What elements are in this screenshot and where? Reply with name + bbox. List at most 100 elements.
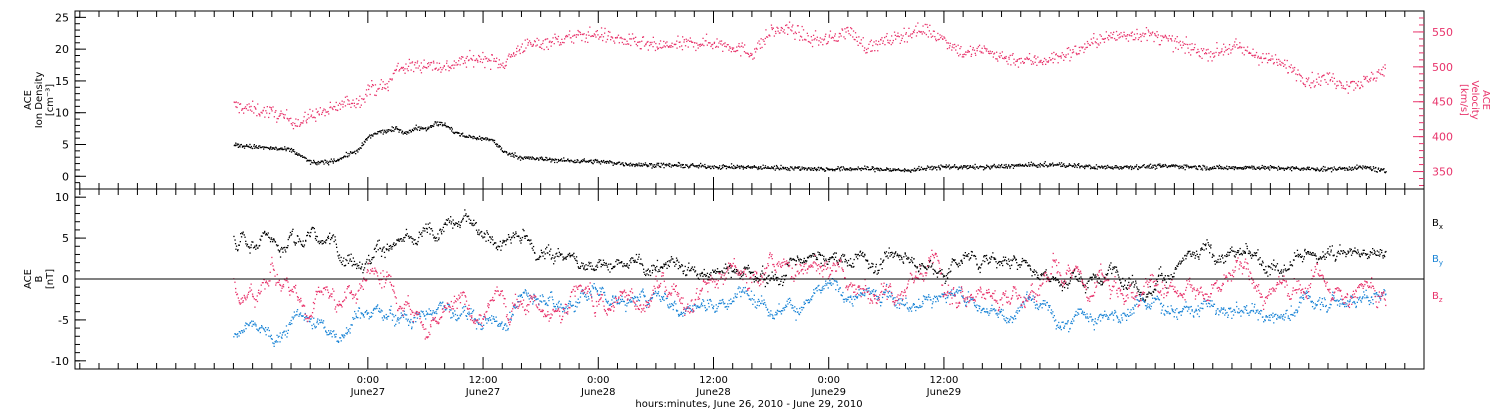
bx-point bbox=[1243, 252, 1245, 254]
bx-point bbox=[583, 267, 585, 269]
velocity-point bbox=[1060, 57, 1062, 59]
bx-point bbox=[1113, 267, 1115, 270]
density-point bbox=[1293, 168, 1295, 170]
velocity-point bbox=[869, 41, 871, 43]
bx-point bbox=[745, 267, 747, 269]
velocity-point bbox=[553, 43, 555, 45]
bx-point bbox=[1168, 275, 1170, 277]
density-point bbox=[1228, 166, 1231, 168]
velocity-point bbox=[659, 40, 662, 42]
bx-point bbox=[596, 266, 599, 268]
bx-point bbox=[272, 241, 274, 243]
bx-point bbox=[1246, 245, 1248, 247]
velocity-point bbox=[365, 93, 367, 96]
density-point bbox=[949, 166, 951, 168]
velocity-point bbox=[731, 48, 734, 50]
by-point bbox=[287, 329, 289, 331]
density-point bbox=[1323, 168, 1325, 171]
bx-point bbox=[749, 272, 752, 274]
density-point bbox=[1021, 164, 1024, 166]
bx-point bbox=[1007, 258, 1010, 260]
velocity-point bbox=[774, 30, 777, 33]
velocity-point bbox=[597, 34, 599, 36]
density-point bbox=[237, 146, 239, 148]
density-point bbox=[1308, 166, 1310, 168]
density-point bbox=[538, 159, 540, 161]
bx-point bbox=[1177, 265, 1179, 267]
bx-point bbox=[1385, 250, 1387, 253]
by-point bbox=[281, 337, 283, 339]
bx-point bbox=[940, 273, 942, 275]
velocity-point bbox=[863, 49, 865, 52]
bx-point bbox=[537, 258, 539, 260]
velocity-point bbox=[247, 109, 249, 111]
density-point bbox=[1185, 164, 1187, 166]
bx-point bbox=[1033, 271, 1035, 273]
density-point bbox=[654, 164, 656, 166]
bx-point bbox=[1123, 288, 1125, 290]
bx-point bbox=[841, 255, 843, 257]
velocity-point bbox=[359, 106, 361, 108]
density-point bbox=[708, 166, 710, 168]
density-point bbox=[1248, 167, 1251, 169]
density-point bbox=[1160, 165, 1163, 168]
bx-point bbox=[1069, 280, 1071, 282]
by-point bbox=[313, 323, 315, 325]
bx-point bbox=[1220, 255, 1223, 257]
velocity-point bbox=[692, 46, 695, 48]
density-point bbox=[1074, 164, 1076, 166]
bx-point bbox=[1280, 270, 1282, 273]
bx-point bbox=[1293, 259, 1295, 261]
bx-point bbox=[1289, 261, 1291, 263]
density-point bbox=[687, 165, 689, 168]
density-point bbox=[764, 165, 767, 167]
bx-point bbox=[403, 240, 405, 242]
bx-point bbox=[1218, 255, 1220, 257]
velocity-point bbox=[1000, 55, 1002, 57]
bx-point bbox=[1267, 275, 1269, 277]
bx-point bbox=[621, 261, 623, 263]
density-point bbox=[532, 157, 534, 159]
density-point bbox=[347, 152, 349, 155]
density-point bbox=[962, 166, 964, 168]
bx-point bbox=[913, 258, 915, 260]
density-point bbox=[1197, 168, 1199, 171]
density-point bbox=[681, 164, 683, 166]
velocity-point bbox=[843, 36, 845, 38]
by-point bbox=[241, 330, 243, 332]
velocity-point bbox=[812, 34, 815, 36]
bx-point bbox=[884, 251, 886, 253]
bx-point bbox=[1028, 264, 1030, 266]
density-point bbox=[606, 160, 609, 163]
velocity-point bbox=[1008, 58, 1010, 60]
bx-point bbox=[341, 263, 343, 266]
velocity-point bbox=[1175, 47, 1177, 49]
density-point bbox=[235, 145, 237, 147]
density-point bbox=[562, 160, 564, 162]
velocity-point bbox=[895, 38, 897, 40]
bx-point bbox=[310, 231, 312, 234]
bx-point bbox=[1102, 282, 1104, 284]
bx-point bbox=[914, 265, 916, 267]
velocity-point bbox=[830, 37, 832, 39]
bx-point bbox=[438, 237, 440, 239]
velocity-point bbox=[825, 43, 828, 45]
density-point bbox=[833, 169, 835, 171]
bx-point bbox=[562, 259, 564, 261]
density-point bbox=[452, 131, 454, 133]
velocity-point bbox=[1245, 49, 1247, 51]
bx-point bbox=[1374, 251, 1376, 253]
bx-point bbox=[688, 262, 690, 264]
density-point bbox=[879, 167, 881, 170]
density-point bbox=[1083, 166, 1085, 168]
density-point bbox=[318, 163, 320, 165]
bx-point bbox=[497, 245, 499, 247]
velocity-point bbox=[1292, 67, 1294, 69]
bx-point bbox=[945, 280, 947, 282]
bx-point bbox=[531, 242, 533, 245]
by-point bbox=[324, 326, 326, 328]
velocity-point bbox=[1375, 80, 1377, 82]
density-point bbox=[1019, 163, 1021, 165]
velocity-point bbox=[629, 38, 631, 40]
by-point bbox=[270, 334, 272, 336]
